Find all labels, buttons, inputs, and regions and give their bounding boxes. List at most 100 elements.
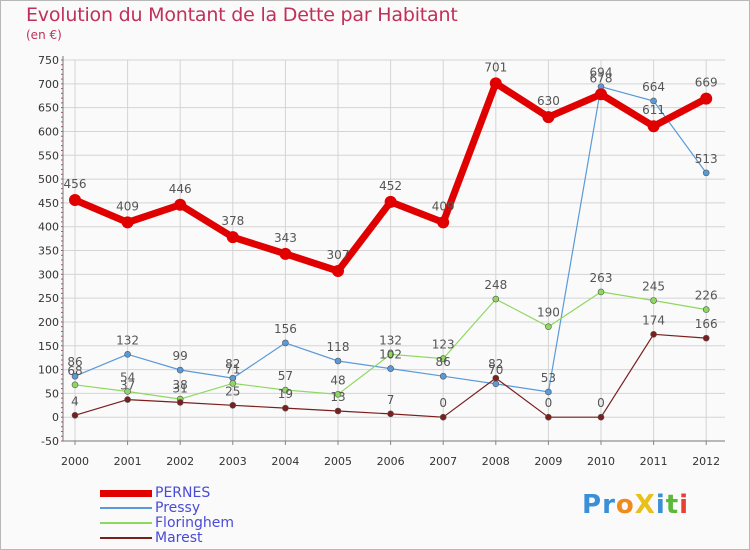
data-point-pressy bbox=[702, 169, 710, 177]
y-tick-label: 650 bbox=[38, 102, 59, 115]
legend-item-pressy: Pressy bbox=[100, 500, 200, 516]
y-tick-label: 350 bbox=[38, 245, 59, 258]
y-tick-label: 400 bbox=[38, 221, 59, 234]
data-point-pressy bbox=[71, 372, 79, 380]
data-point-pernes bbox=[700, 92, 713, 105]
data-label-marest: 37 bbox=[120, 379, 135, 393]
y-tick-label: 600 bbox=[38, 125, 59, 138]
logo-letter: P bbox=[582, 490, 603, 520]
data-label-marest: 0 bbox=[545, 396, 553, 410]
legend-item-pernes: PERNES bbox=[100, 485, 210, 501]
data-label-pernes: 409 bbox=[432, 199, 455, 213]
y-tick-label: 700 bbox=[38, 78, 59, 91]
logo-letter: t bbox=[665, 490, 680, 520]
y-tick-label: 750 bbox=[38, 54, 59, 67]
data-point-pressy bbox=[439, 372, 447, 380]
x-tick-label: 2010 bbox=[587, 455, 615, 468]
data-label-pernes: 307 bbox=[327, 248, 350, 262]
x-tick-label: 2007 bbox=[429, 455, 457, 468]
proxiti-logo: ProXiti bbox=[582, 490, 689, 520]
data-label-floringhem: 54 bbox=[120, 370, 135, 384]
data-label-pernes: 378 bbox=[221, 214, 244, 228]
x-tick-label: 2009 bbox=[534, 455, 562, 468]
data-label-floringhem: 71 bbox=[225, 362, 240, 376]
data-label-pernes: 630 bbox=[537, 94, 560, 108]
unit-label: (en €) bbox=[26, 28, 62, 42]
data-point-pressy bbox=[176, 366, 184, 374]
data-label-floringhem: 38 bbox=[173, 378, 188, 392]
data-point-pernes bbox=[69, 194, 81, 207]
data-point-marest bbox=[124, 396, 131, 403]
data-point-pernes bbox=[489, 77, 502, 90]
data-point-pressy bbox=[545, 388, 552, 396]
y-tick-label: -50 bbox=[41, 435, 59, 448]
data-label-pernes: 611 bbox=[642, 103, 665, 117]
data-label-floringhem: 245 bbox=[642, 280, 665, 294]
y-tick-label: 50 bbox=[45, 387, 59, 400]
data-label-pernes: 456 bbox=[64, 177, 87, 191]
data-label-floringhem: 248 bbox=[484, 278, 507, 292]
axes: -500501001502002503003504004505005506006… bbox=[38, 54, 725, 468]
legend-item-marest: Marest bbox=[100, 530, 203, 546]
data-point-pernes bbox=[437, 216, 450, 229]
data-point-floringhem bbox=[650, 297, 657, 304]
x-tick-label: 2008 bbox=[482, 455, 510, 468]
data-point-pernes bbox=[279, 247, 292, 260]
data-label-pressy: 102 bbox=[379, 348, 402, 362]
data-point-floringhem bbox=[545, 323, 552, 331]
data-label-floringhem: 123 bbox=[432, 338, 455, 352]
data-label-marest: 4 bbox=[71, 394, 79, 408]
y-tick-label: 250 bbox=[38, 292, 59, 305]
data-label-floringhem: 132 bbox=[379, 333, 402, 347]
data-label-pernes: 701 bbox=[484, 60, 507, 74]
data-label-pressy: 513 bbox=[695, 152, 718, 166]
logo-letter: o bbox=[615, 490, 635, 520]
data-label-floringhem: 263 bbox=[590, 271, 613, 285]
data-point-pernes bbox=[332, 264, 344, 277]
data-label-floringhem: 48 bbox=[330, 373, 345, 387]
legend-label: Marest bbox=[155, 530, 203, 546]
data-label-pernes: 452 bbox=[379, 179, 402, 193]
data-point-marest bbox=[176, 399, 184, 406]
data-point-pernes bbox=[542, 111, 555, 124]
y-tick-label: 300 bbox=[38, 268, 59, 281]
y-tick-label: 150 bbox=[38, 340, 59, 353]
y-tick-label: 100 bbox=[38, 364, 59, 377]
data-label-pressy: 118 bbox=[327, 340, 350, 354]
data-label-pressy: 156 bbox=[274, 322, 297, 336]
data-label-marest: 7 bbox=[387, 393, 395, 407]
y-tick-label: 200 bbox=[38, 316, 59, 329]
data-point-marest bbox=[334, 407, 342, 415]
legend-swatch bbox=[100, 537, 152, 539]
data-point-marest bbox=[597, 413, 605, 421]
data-label-pressy: 70 bbox=[488, 363, 503, 377]
data-label-pressy: 664 bbox=[642, 80, 665, 94]
data-point-pernes bbox=[121, 216, 134, 229]
x-tick-label: 2002 bbox=[166, 455, 194, 468]
x-tick-label: 2004 bbox=[271, 455, 299, 468]
x-tick-label: 2012 bbox=[692, 455, 720, 468]
data-point-floringhem bbox=[71, 381, 79, 389]
data-point-pernes bbox=[174, 198, 187, 211]
x-tick-label: 2006 bbox=[377, 455, 405, 468]
data-label-pressy: 99 bbox=[173, 349, 188, 363]
data-label-pressy: 132 bbox=[116, 333, 139, 347]
data-label-floringhem: 68 bbox=[67, 364, 82, 378]
data-point-pressy bbox=[387, 365, 394, 372]
y-tick-label: 450 bbox=[38, 197, 59, 210]
data-label-marest: 166 bbox=[695, 317, 718, 331]
data-label-marest: 0 bbox=[597, 396, 605, 410]
data-label-marest: 19 bbox=[278, 387, 293, 401]
legend-swatch bbox=[100, 507, 152, 509]
data-point-floringhem bbox=[597, 288, 605, 296]
data-label-pernes: 409 bbox=[116, 199, 139, 213]
legend-swatch bbox=[100, 489, 152, 497]
data-point-pressy bbox=[492, 380, 500, 388]
legend-swatch bbox=[100, 522, 152, 524]
data-label-pressy: 86 bbox=[67, 355, 82, 369]
data-point-marest bbox=[492, 374, 500, 382]
x-tick-label: 2001 bbox=[114, 455, 142, 468]
data-label-marest: 25 bbox=[225, 384, 240, 398]
data-label-pernes: 669 bbox=[695, 76, 718, 90]
